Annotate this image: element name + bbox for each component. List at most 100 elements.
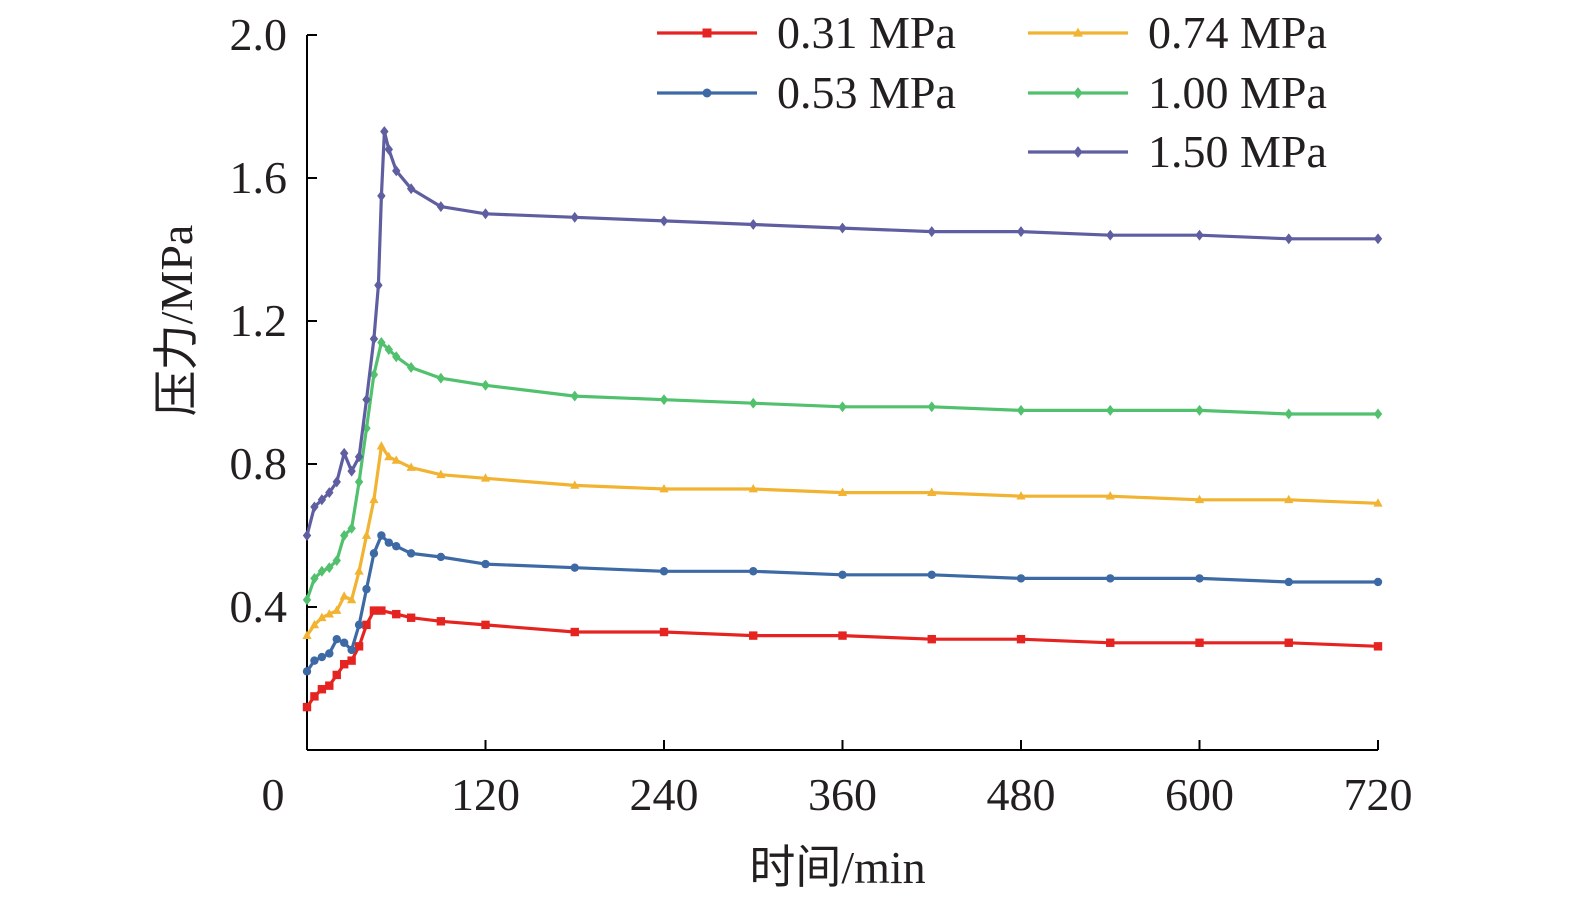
series-line <box>305 533 1380 674</box>
data-point <box>392 542 401 551</box>
legend-label: 1.00 MPa <box>1148 67 1327 118</box>
data-point <box>354 620 364 630</box>
data-point <box>1016 574 1026 583</box>
data-point <box>927 487 937 496</box>
data-point <box>384 538 394 547</box>
data-point <box>310 656 319 665</box>
data-point <box>302 630 312 639</box>
data-point <box>384 344 394 356</box>
data-point <box>339 591 349 600</box>
data-point <box>659 627 669 637</box>
data-point <box>481 559 490 569</box>
x-tick-label: 120 <box>451 769 520 820</box>
data-point <box>392 351 401 363</box>
y-tick-label: 0.4 <box>230 581 288 632</box>
data-point <box>339 530 349 541</box>
series-4 <box>302 126 1383 541</box>
data-point <box>317 612 327 622</box>
data-point <box>927 634 936 644</box>
data-point <box>1284 577 1293 587</box>
data-point <box>570 480 580 489</box>
data-point <box>406 183 416 195</box>
data-point <box>354 566 364 575</box>
data-point <box>1373 642 1383 651</box>
data-point <box>354 642 364 651</box>
x-axis-title: 时间/min <box>749 842 925 893</box>
data-point <box>361 530 372 539</box>
x-tick-label: 0 <box>262 769 285 820</box>
data-point <box>406 613 416 622</box>
y-axis-title: 压力/MPa <box>151 225 202 417</box>
data-point <box>325 681 334 690</box>
data-point <box>1284 638 1293 647</box>
legend-swatch-marker <box>1073 87 1083 99</box>
x-tick-label: 360 <box>808 769 877 820</box>
data-point <box>302 530 312 541</box>
data-point <box>332 670 341 680</box>
data-point <box>354 476 364 488</box>
data-point <box>1284 494 1294 504</box>
data-point <box>570 563 579 572</box>
data-point <box>1195 574 1204 583</box>
data-point <box>362 584 371 594</box>
data-point <box>317 685 327 694</box>
data-point <box>748 483 758 493</box>
data-point <box>325 487 334 499</box>
data-point <box>436 552 446 562</box>
data-point <box>324 609 334 618</box>
data-point <box>339 660 349 669</box>
data-point <box>481 208 490 220</box>
legend-item: 0.74 MPa <box>1028 7 1327 58</box>
x-ticks: 0 120 240 360 480 600 720 <box>262 740 1413 820</box>
legend-swatch-marker <box>702 28 712 38</box>
data-point <box>332 476 341 488</box>
x-tick-label: 480 <box>987 769 1056 820</box>
data-point <box>376 441 386 450</box>
data-point <box>1284 408 1293 420</box>
data-point <box>749 397 758 409</box>
data-point <box>339 447 349 459</box>
data-point <box>436 372 446 384</box>
series-line <box>305 129 1380 538</box>
y-tick-label: 1.6 <box>230 152 288 203</box>
series-2 <box>302 441 1383 639</box>
series-0 <box>302 606 1383 712</box>
data-point <box>838 631 847 640</box>
data-point <box>1106 404 1115 416</box>
data-point <box>1105 491 1115 500</box>
data-point <box>347 656 356 665</box>
data-point <box>332 634 341 644</box>
legend-label: 0.74 MPa <box>1148 7 1327 58</box>
data-point <box>369 606 379 615</box>
data-point <box>377 336 386 348</box>
data-point <box>749 631 758 640</box>
legend-item: 1.00 MPa <box>1028 67 1327 118</box>
data-point <box>1195 404 1204 416</box>
data-point <box>659 567 669 576</box>
data-point <box>377 606 386 615</box>
legend-label: 0.31 MPa <box>777 7 956 58</box>
data-point <box>339 638 349 647</box>
data-point <box>309 619 320 629</box>
data-point <box>1194 494 1205 504</box>
data-point <box>1195 229 1204 241</box>
data-point <box>310 501 319 513</box>
data-point <box>659 483 669 493</box>
data-point <box>659 215 669 227</box>
data-point <box>1373 408 1383 420</box>
data-point <box>436 469 446 479</box>
data-point <box>377 531 386 540</box>
series-line <box>305 608 1380 709</box>
data-point <box>1373 577 1383 587</box>
data-point <box>436 617 446 626</box>
data-point <box>1106 574 1115 583</box>
legend-label: 0.53 MPa <box>777 67 956 118</box>
data-point <box>838 222 847 234</box>
data-point <box>325 649 334 658</box>
data-point <box>302 667 312 676</box>
data-point <box>838 401 847 413</box>
data-point <box>659 394 669 406</box>
data-point <box>391 455 401 464</box>
data-point <box>354 451 364 463</box>
series-line <box>305 444 1380 638</box>
